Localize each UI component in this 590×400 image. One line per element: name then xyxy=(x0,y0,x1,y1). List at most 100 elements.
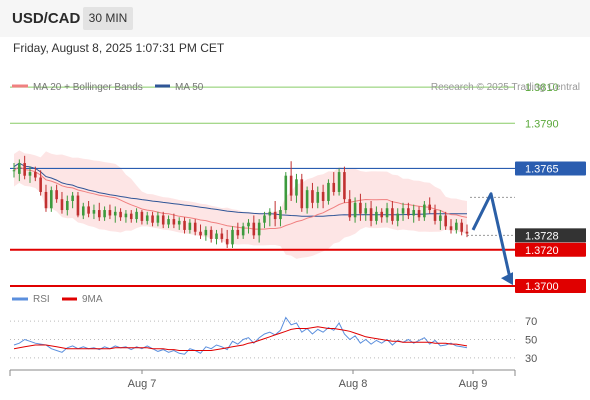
candle xyxy=(60,191,64,214)
candle xyxy=(209,226,213,243)
candle xyxy=(359,193,362,221)
candle-body xyxy=(199,231,202,236)
candle xyxy=(401,202,405,221)
candle-body xyxy=(247,222,250,227)
candle xyxy=(140,210,144,225)
candle-body xyxy=(439,215,442,221)
candle xyxy=(449,219,453,234)
ma20-line xyxy=(13,166,468,230)
candle-body xyxy=(225,238,229,245)
candle-body xyxy=(279,210,282,220)
candle xyxy=(236,222,240,239)
candle xyxy=(311,182,314,209)
candle-body xyxy=(423,204,426,218)
candle-body xyxy=(151,215,154,223)
candle xyxy=(12,163,16,178)
candle-body xyxy=(71,195,74,201)
chart-datetime: Friday, August 8, 2025 1:07:31 PM CET xyxy=(13,41,225,55)
candle xyxy=(247,219,250,234)
candle-body xyxy=(465,231,469,234)
candle-body xyxy=(81,206,85,216)
candle-body xyxy=(289,175,293,196)
candle xyxy=(145,211,149,225)
candle xyxy=(231,226,234,248)
rsi-ma-legend-label: 9MA xyxy=(82,294,103,305)
candle-body xyxy=(359,202,362,214)
candle-body xyxy=(268,211,272,216)
candle-body xyxy=(188,222,192,230)
candle xyxy=(50,186,53,212)
candle-body xyxy=(12,170,16,172)
candle-body xyxy=(327,182,330,201)
candle xyxy=(295,173,298,203)
candle xyxy=(380,208,384,223)
candle-body xyxy=(76,195,80,216)
candle-body xyxy=(39,177,42,192)
x-tick-label-2: Aug 9 xyxy=(459,378,488,390)
candle-body xyxy=(204,229,208,236)
currency-pair-title: USD/CAD xyxy=(12,10,81,27)
candle-body xyxy=(103,210,106,218)
candle-body xyxy=(369,208,373,221)
candle xyxy=(305,186,309,214)
candle xyxy=(257,219,261,243)
candle xyxy=(263,211,266,229)
candle xyxy=(316,186,320,209)
x-tick-label-1: Aug 8 xyxy=(339,378,368,390)
candle-body xyxy=(407,208,410,216)
candle xyxy=(92,204,96,220)
candle-body xyxy=(455,222,458,230)
level-label-box-4 xyxy=(515,278,586,293)
candle xyxy=(55,184,58,203)
candle xyxy=(183,217,186,234)
level-label-box-3 xyxy=(515,242,586,257)
candle xyxy=(444,211,447,230)
candle xyxy=(44,184,48,212)
candle xyxy=(279,206,282,227)
candle-body xyxy=(337,172,341,192)
candle-body xyxy=(380,211,384,218)
x-tick-label-0: Aug 7 xyxy=(128,378,157,390)
candle-body xyxy=(183,220,186,230)
candle xyxy=(119,208,122,221)
candle xyxy=(364,202,368,221)
candle xyxy=(177,217,181,230)
header-bar: USD/CAD 30 MIN xyxy=(0,0,590,37)
candle-body xyxy=(156,215,160,223)
level-label-4: 1.3700 xyxy=(525,281,559,293)
candle-body xyxy=(18,163,21,174)
candle xyxy=(343,166,346,203)
level-label-0: 1.3810 xyxy=(525,82,559,94)
candle xyxy=(113,206,117,223)
candle-body xyxy=(28,172,32,176)
bollinger-band-area xyxy=(14,150,467,259)
candle xyxy=(252,215,256,239)
candle-body xyxy=(193,222,197,232)
candle-body xyxy=(385,208,389,218)
candle-body xyxy=(60,199,64,211)
candle xyxy=(97,202,101,221)
candle xyxy=(199,224,202,239)
candle-body xyxy=(300,179,304,209)
candle xyxy=(220,228,224,243)
candle-body xyxy=(348,199,352,218)
candle xyxy=(407,202,410,220)
candle xyxy=(321,184,325,209)
candle-body xyxy=(316,191,320,203)
candle xyxy=(215,229,218,245)
candle-body xyxy=(433,210,437,221)
candle xyxy=(18,159,21,182)
candle-body xyxy=(305,190,309,209)
candle xyxy=(284,172,288,214)
candle xyxy=(135,208,138,223)
candle xyxy=(369,201,373,227)
candle xyxy=(108,204,112,220)
timeframe-badge[interactable]: 30 MIN xyxy=(83,7,133,30)
candle xyxy=(23,155,26,180)
candle-body xyxy=(353,202,357,218)
candle xyxy=(241,222,245,239)
candle-body xyxy=(364,208,368,214)
candle-body xyxy=(34,172,37,178)
candle-body xyxy=(161,215,165,225)
